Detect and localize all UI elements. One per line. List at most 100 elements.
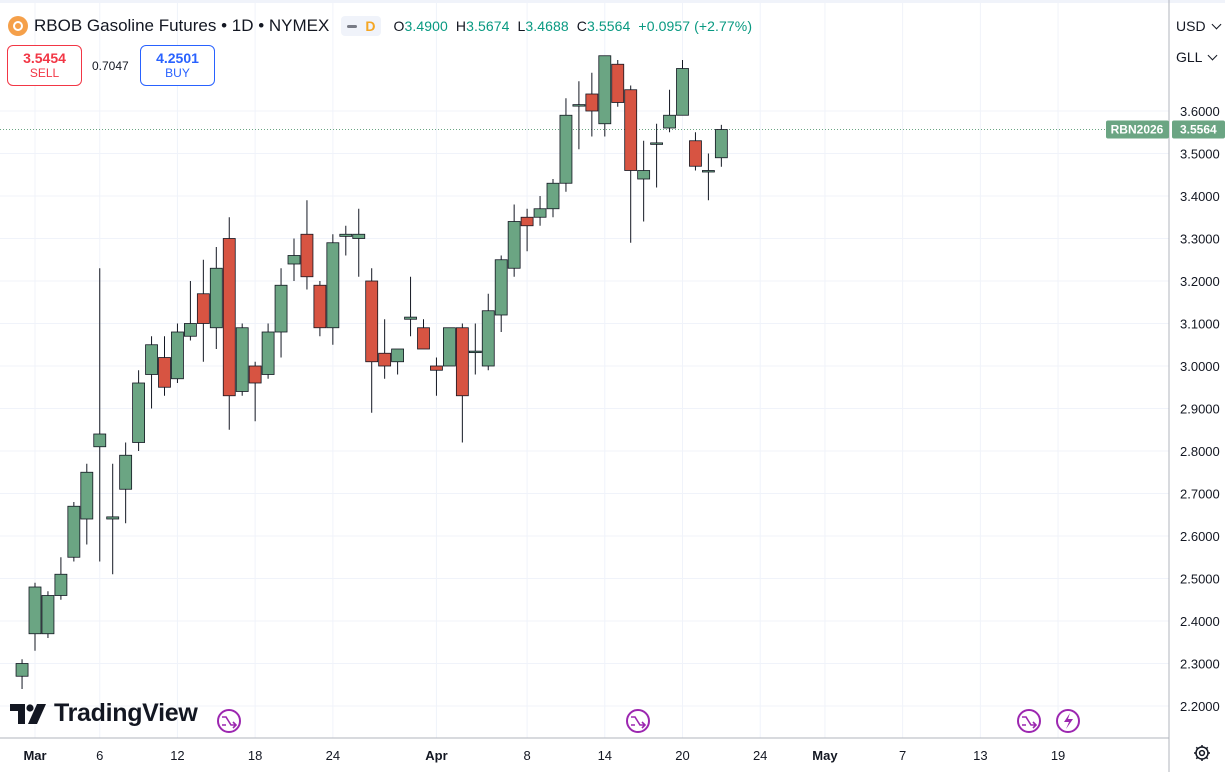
candle[interactable] — [378, 319, 392, 379]
unit-selector[interactable]: GLL — [1176, 49, 1218, 65]
candle[interactable] — [300, 200, 314, 290]
sell-price: 3.5454 — [23, 50, 66, 66]
event-marker-2[interactable] — [626, 709, 650, 733]
candle[interactable] — [93, 268, 107, 562]
candle[interactable] — [417, 319, 430, 350]
candle[interactable] — [171, 323, 184, 384]
candle-body — [598, 55, 612, 125]
market-status-pill[interactable]: D — [341, 16, 382, 36]
buy-button[interactable]: 4.2501 BUY — [140, 45, 215, 86]
candle[interactable] — [598, 55, 612, 137]
symbol-logo-icon — [8, 16, 28, 36]
x-tick-label: 7 — [899, 748, 906, 763]
symbol-title[interactable]: RBOB Gasoline Futures • 1D • NYMEX — [34, 16, 330, 35]
event-marker-3[interactable] — [1017, 709, 1041, 733]
candle-body — [54, 573, 68, 596]
candle[interactable] — [468, 323, 482, 375]
candle[interactable] — [41, 591, 55, 638]
chart-grid — [0, 0, 1169, 738]
candle[interactable] — [494, 255, 508, 333]
candle[interactable] — [106, 463, 120, 575]
candle[interactable] — [455, 323, 469, 443]
currency-selector[interactable]: USD — [1176, 18, 1222, 34]
candle[interactable] — [119, 442, 133, 524]
candle[interactable] — [702, 153, 715, 201]
candle[interactable] — [365, 268, 379, 413]
candle[interactable] — [339, 225, 353, 256]
candle[interactable] — [54, 557, 68, 600]
candle-body — [300, 233, 314, 278]
event-marker-1[interactable] — [217, 709, 241, 733]
candle[interactable] — [611, 60, 625, 107]
candle[interactable] — [274, 268, 288, 358]
candle[interactable] — [650, 123, 663, 188]
event-marker-4[interactable] — [1056, 709, 1080, 733]
x-tick-label: 19 — [1051, 748, 1065, 763]
candle[interactable] — [481, 293, 495, 371]
candle[interactable] — [326, 234, 340, 345]
candle[interactable] — [196, 259, 210, 362]
candle[interactable] — [132, 370, 146, 451]
candle[interactable] — [520, 208, 534, 252]
split-arrow-icon — [222, 716, 238, 729]
top-strip — [0, 0, 1225, 3]
x-tick-label: 13 — [973, 748, 987, 763]
settings-gear-icon[interactable] — [1193, 744, 1211, 762]
candle[interactable] — [442, 327, 456, 367]
candle[interactable] — [67, 502, 81, 562]
x-tick-label: May — [812, 748, 838, 763]
tradingview-logo[interactable]: TradingView — [10, 699, 198, 728]
candle-body — [248, 365, 262, 384]
candle[interactable] — [676, 60, 689, 116]
candle[interactable] — [183, 281, 197, 341]
candle[interactable] — [404, 276, 417, 337]
candle[interactable] — [585, 72, 599, 137]
last-price-tag: RBN2026 3.5564 — [1106, 120, 1225, 139]
time-axis: Mar 6 12 18 24 Apr 8 14 20 24 May 7 13 19 — [23, 748, 1065, 763]
candle[interactable] — [15, 659, 29, 689]
low-value: 3.4688 — [525, 18, 569, 34]
candle[interactable] — [28, 582, 42, 651]
candle[interactable] — [80, 463, 94, 545]
candle-body — [352, 233, 366, 239]
candle-body — [145, 344, 158, 375]
y-tick-label: 3.5000 — [1180, 147, 1220, 162]
candle[interactable] — [261, 323, 275, 379]
candle[interactable] — [145, 336, 158, 409]
candle[interactable] — [572, 81, 586, 150]
candle[interactable] — [689, 132, 702, 171]
candle-body — [650, 142, 663, 145]
symbol-label: RBN2026 — [1111, 123, 1164, 137]
candle[interactable] — [287, 238, 301, 282]
x-tick-label: Apr — [425, 748, 447, 763]
candle[interactable] — [235, 323, 249, 396]
candle[interactable] — [391, 348, 405, 375]
candle[interactable] — [430, 357, 443, 396]
last-price-label: 3.5564 — [1180, 123, 1217, 137]
sell-button[interactable]: 3.5454 SELL — [7, 45, 82, 86]
x-tick-label: Mar — [23, 748, 46, 763]
candle[interactable] — [663, 89, 676, 133]
candle[interactable] — [637, 140, 651, 222]
candle[interactable] — [507, 204, 521, 277]
candle-body — [222, 238, 236, 397]
candle-body — [93, 433, 107, 448]
candle[interactable] — [546, 179, 560, 218]
candle[interactable] — [559, 98, 573, 192]
candle[interactable] — [624, 85, 638, 243]
candle[interactable] — [533, 196, 547, 226]
candle[interactable] — [714, 124, 728, 167]
buy-label: BUY — [165, 66, 190, 80]
candle[interactable] — [313, 281, 327, 337]
candle[interactable] — [158, 336, 171, 396]
symbol-label-bg — [1106, 120, 1169, 139]
candle[interactable] — [209, 247, 223, 349]
candle[interactable] — [352, 208, 366, 277]
candle-body — [209, 267, 223, 329]
y-tick-label: 2.5000 — [1180, 572, 1220, 587]
candle-body — [572, 104, 586, 107]
candle[interactable] — [248, 361, 262, 422]
candle[interactable] — [222, 217, 236, 430]
candle-body — [546, 182, 560, 210]
